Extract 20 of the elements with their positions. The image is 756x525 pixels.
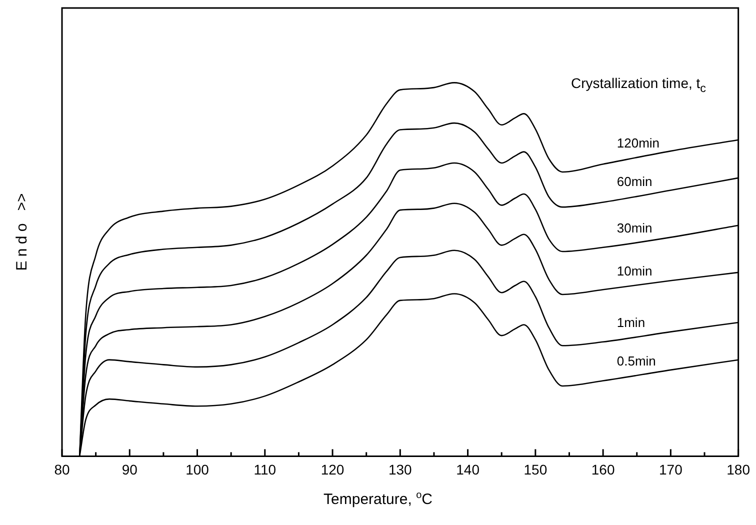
series-label: 10min (616, 263, 652, 278)
x-tick-label: 90 (122, 461, 138, 478)
series-label: 60min (616, 174, 652, 190)
x-tick-label: 130 (388, 461, 412, 478)
series-label: 120min (616, 135, 660, 150)
x-tick-label: 150 (524, 461, 548, 478)
x-tick-label: 180 (726, 461, 750, 478)
series-label: 0.5min (616, 353, 656, 368)
legend-title: Crystallization time, t$_{c}$ (571, 75, 706, 95)
x-tick-label: 160 (591, 461, 615, 478)
x-tick-label: 100 (186, 461, 210, 478)
x-tick-label: 140 (456, 461, 480, 478)
x-tick-label: 120 (320, 461, 344, 478)
y-axis-title: E n d o >> (14, 193, 30, 271)
x-tick-label: 80 (54, 461, 70, 478)
x-tick-label: 170 (659, 461, 683, 478)
x-axis-title: Temperature, $^{o}$C (322, 490, 434, 508)
series-label: 1min (616, 314, 646, 330)
x-tick-label: 110 (254, 461, 276, 478)
series-label: 30min (616, 220, 652, 236)
